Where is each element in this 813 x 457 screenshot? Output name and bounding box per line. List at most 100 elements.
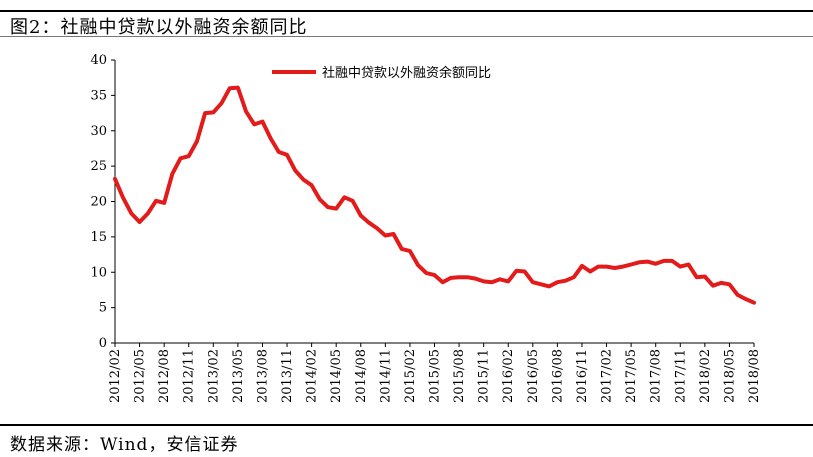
- data-point: [219, 101, 224, 105]
- data-point: [637, 260, 641, 264]
- y-tick-label: 0: [99, 336, 107, 351]
- data-point: [350, 199, 355, 203]
- x-tick-label: 2016/11: [575, 349, 590, 403]
- data-point: [596, 264, 600, 269]
- data-point: [416, 263, 420, 267]
- data-point: [727, 282, 732, 286]
- legend: 社融中贷款以外融资余额同比: [272, 65, 491, 81]
- x-tick-label: 2015/11: [477, 349, 492, 403]
- x-tick-label: 2014/02: [305, 349, 320, 403]
- x-tick-label: 2018/02: [698, 349, 713, 403]
- data-point: [178, 156, 183, 160]
- data-point: [424, 271, 428, 275]
- bottom-border: [0, 424, 813, 426]
- data-point: [629, 262, 633, 267]
- data-point: [432, 273, 437, 277]
- data-point: [744, 297, 748, 301]
- x-tick-label: 2017/05: [624, 349, 639, 403]
- x-tick-label: 2018/08: [747, 349, 762, 403]
- data-point: [211, 110, 215, 114]
- data-point: [113, 177, 117, 181]
- data-point: [514, 269, 519, 273]
- data-point: [703, 274, 707, 279]
- data-point: [473, 277, 478, 281]
- y-tick-label: 25: [90, 159, 107, 174]
- data-point: [293, 168, 297, 172]
- data-source: 数据来源：Wind，安信证券: [10, 435, 239, 455]
- data-point: [539, 282, 543, 286]
- y-tick-label: 20: [90, 195, 107, 210]
- data-point: [129, 211, 133, 216]
- data-point: [580, 264, 584, 268]
- data-point: [187, 154, 191, 158]
- data-point: [121, 196, 125, 200]
- x-tick-label: 2017/08: [649, 349, 664, 403]
- data-point: [301, 177, 306, 182]
- x-tick-label: 2016/08: [550, 349, 565, 403]
- x-tick-label: 2017/11: [673, 349, 688, 403]
- data-point: [137, 220, 142, 224]
- x-tick-label: 2015/05: [428, 349, 443, 403]
- data-point: [334, 206, 338, 211]
- y-tick-label: 5: [99, 301, 107, 316]
- x-tick-label: 2012/08: [157, 349, 172, 403]
- figure-title: 图2：社融中贷款以外融资余额同比: [10, 17, 308, 38]
- data-point: [228, 86, 232, 90]
- x-tick-label: 2012/05: [133, 349, 148, 403]
- data-point: [686, 262, 691, 267]
- data-point: [236, 85, 240, 90]
- data-point: [326, 205, 330, 209]
- data-point: [318, 197, 322, 201]
- data-point: [736, 293, 740, 297]
- y-axis: 0 5 10 15 20 25 30 35 40: [90, 53, 116, 351]
- data-point: [482, 279, 486, 284]
- data-point: [269, 136, 273, 141]
- data-point: [752, 301, 756, 305]
- data-point: [441, 280, 445, 284]
- data-point: [645, 260, 650, 264]
- data-point: [400, 247, 404, 251]
- data-point: [490, 280, 494, 284]
- x-tick-label: 2012/11: [182, 349, 197, 403]
- data-point: [670, 259, 674, 263]
- data-point: [342, 195, 346, 199]
- data-point: [531, 280, 535, 284]
- data-point: [154, 199, 158, 203]
- series-layer: [113, 85, 756, 305]
- title-divider: [0, 36, 813, 37]
- x-tick-label: 2013/08: [255, 349, 270, 403]
- data-point: [359, 214, 363, 218]
- data-point: [260, 119, 265, 124]
- data-point: [244, 110, 248, 114]
- data-point: [572, 275, 576, 279]
- data-point: [146, 211, 150, 216]
- y-tick-label: 15: [90, 230, 107, 245]
- data-point: [613, 266, 617, 270]
- x-tick-label: 2016/02: [501, 349, 516, 403]
- x-tick-label: 2014/11: [378, 349, 393, 403]
- data-point: [662, 259, 666, 263]
- data-point: [498, 277, 502, 281]
- data-point: [563, 279, 568, 283]
- y-tick-label: 30: [90, 124, 107, 139]
- x-tick-label: 2012/02: [108, 349, 123, 403]
- data-point: [408, 249, 412, 253]
- data-point: [162, 201, 166, 205]
- x-tick-label: 2013/05: [231, 349, 246, 403]
- data-point: [719, 281, 723, 285]
- data-point: [547, 284, 551, 288]
- data-point: [604, 264, 609, 269]
- x-tick-label: 2013/02: [206, 349, 221, 403]
- data-point: [457, 275, 461, 279]
- data-point: [285, 153, 289, 157]
- data-point: [506, 279, 510, 284]
- data-point: [310, 183, 314, 187]
- series-line: [113, 85, 756, 305]
- x-tick-label: 2014/05: [329, 349, 344, 403]
- x-axis: 2012/02 2012/05 2012/08 2012/11 2013/02 2013/…: [108, 342, 762, 403]
- x-tick-label: 2014/08: [354, 349, 369, 403]
- x-tick-label: 2018/05: [722, 349, 737, 403]
- data-point: [588, 269, 592, 274]
- data-point: [678, 264, 682, 269]
